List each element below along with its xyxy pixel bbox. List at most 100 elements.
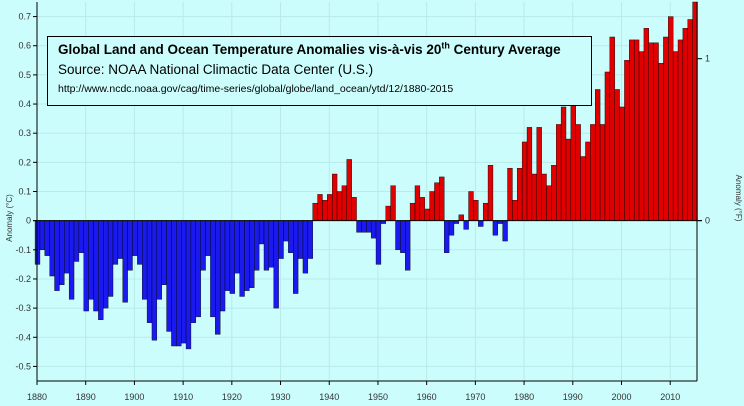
anomaly-bar xyxy=(288,220,294,253)
anomaly-bar xyxy=(473,200,479,221)
anomaly-bar xyxy=(629,39,635,221)
anomaly-bar xyxy=(249,220,255,288)
anomaly-bar xyxy=(229,220,235,294)
anomaly-bar xyxy=(366,220,372,233)
anomaly-bar xyxy=(551,165,557,221)
anomaly-bar xyxy=(609,36,615,221)
anomaly-bar xyxy=(161,220,167,285)
anomaly-bar xyxy=(156,220,162,300)
anomaly-bar xyxy=(672,51,679,221)
y-tick-label: -0.5 xyxy=(15,361,31,371)
anomaly-bar xyxy=(429,191,435,221)
anomaly-bar xyxy=(361,220,367,233)
anomaly-bar xyxy=(103,220,109,309)
anomaly-bar xyxy=(458,214,464,221)
anomaly-bar xyxy=(224,220,231,291)
anomaly-bar xyxy=(405,220,411,271)
anomaly-bar xyxy=(171,220,177,347)
anomaly-bar xyxy=(444,220,450,253)
x-tick-label: 1990 xyxy=(563,392,583,402)
anomaly-bar xyxy=(658,63,664,221)
anomaly-bar xyxy=(419,197,425,221)
anomaly-bar xyxy=(653,42,659,221)
anomaly-bar xyxy=(44,220,50,256)
anomaly-bar xyxy=(687,19,693,221)
anomaly-bar xyxy=(219,220,226,312)
y-tick-label: 0.7 xyxy=(18,12,31,22)
anomaly-bar xyxy=(648,42,654,221)
anomaly-bar xyxy=(536,127,542,221)
anomaly-bar xyxy=(682,28,688,221)
anomaly-bar xyxy=(98,220,104,320)
anomaly-bar xyxy=(526,127,533,221)
chart-title-box: Global Land and Ocean Temperature Anomal… xyxy=(47,36,592,106)
anomaly-bar xyxy=(541,173,547,221)
anomaly-bar xyxy=(492,220,498,236)
anomaly-bar xyxy=(570,98,576,221)
anomaly-bars xyxy=(34,1,698,350)
y-tick-label: 0.6 xyxy=(18,41,31,51)
y-tick-label-right: 0 xyxy=(705,216,710,226)
anomaly-bar xyxy=(122,220,128,303)
anomaly-bar xyxy=(414,185,421,221)
anomaly-bar xyxy=(395,220,401,251)
anomaly-bar xyxy=(142,220,148,300)
anomaly-bar xyxy=(434,182,440,221)
anomaly-bar xyxy=(390,185,396,221)
chart-subtitle: Source: NOAA National Climactic Data Cen… xyxy=(58,62,374,77)
anomaly-bar xyxy=(278,220,284,259)
x-tick-label: 1890 xyxy=(76,392,96,402)
x-tick-label: 1880 xyxy=(27,392,47,402)
anomaly-bar xyxy=(614,89,620,221)
anomaly-bar xyxy=(448,220,455,236)
anomaly-bar xyxy=(68,220,75,300)
anomaly-bar xyxy=(210,220,216,318)
anomaly-bar xyxy=(185,220,192,350)
anomaly-bar xyxy=(78,220,84,253)
anomaly-bar xyxy=(468,191,474,221)
anomaly-bar xyxy=(307,220,313,259)
anomaly-bar xyxy=(166,220,172,332)
anomaly-bar xyxy=(273,220,279,309)
y-axis-title-left: Anomaly (°C) xyxy=(5,194,14,242)
anomaly-bar xyxy=(580,156,586,221)
x-tick-label: 1980 xyxy=(514,392,534,402)
x-tick-label: 1960 xyxy=(417,392,437,402)
anomaly-bar xyxy=(263,220,270,271)
anomaly-bar xyxy=(215,220,221,335)
anomaly-bar xyxy=(151,220,158,341)
anomaly-bar xyxy=(400,220,406,253)
source-url: http://www.ncdc.noaa.gov/cag/time-series… xyxy=(58,83,454,95)
y-tick-label-right: 1 xyxy=(705,54,710,64)
anomaly-bar xyxy=(239,220,245,297)
anomaly-bar xyxy=(190,220,197,323)
anomaly-bar xyxy=(327,194,333,221)
anomaly-bar xyxy=(370,220,377,239)
anomaly-bar xyxy=(556,124,562,221)
anomaly-bar xyxy=(356,220,362,233)
anomaly-bar xyxy=(619,106,625,221)
anomaly-bar xyxy=(88,220,94,300)
chart-title: Global Land and Ocean Temperature Anomal… xyxy=(58,40,591,60)
x-tick-label: 1970 xyxy=(465,392,485,402)
anomaly-bar xyxy=(677,39,684,221)
y-tick-label: 0.2 xyxy=(18,157,31,167)
anomaly-bar xyxy=(107,220,114,297)
x-tick-label: 1910 xyxy=(173,392,193,402)
x-tick-label: 1930 xyxy=(271,392,291,402)
anomaly-bar xyxy=(293,220,299,294)
anomaly-bar xyxy=(200,220,206,271)
anomaly-bar xyxy=(643,28,649,221)
anomaly-bar xyxy=(336,191,343,221)
y-tick-label: -0.4 xyxy=(15,332,31,342)
anomaly-bar xyxy=(512,200,518,221)
anomaly-bar xyxy=(424,208,430,221)
anomaly-bar xyxy=(322,200,328,221)
anomaly-bar xyxy=(351,197,357,221)
anomaly-bar xyxy=(180,220,187,344)
anomaly-bar xyxy=(93,220,99,312)
axes xyxy=(33,2,702,385)
chart-title-superscript: th xyxy=(441,40,450,51)
chart-title-main: Global Land and Ocean Temperature Anomal… xyxy=(58,42,442,57)
anomaly-bar xyxy=(590,124,596,221)
